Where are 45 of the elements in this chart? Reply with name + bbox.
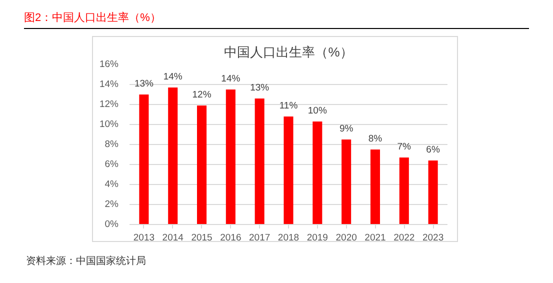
bar [139,94,149,224]
y-tick-label: 4% [104,179,120,190]
chart-title: 中国人口出生率（%） [224,44,353,60]
caption: 图2：中国人口出生率（%） [24,11,161,26]
text: 资料来源：中国国家统计局 [26,255,146,269]
data-label: 14% [221,74,241,84]
x-tick-label: 2013 [133,232,155,244]
bar [399,158,409,224]
x-tick-label: 2016 [220,232,242,244]
bar [312,122,322,224]
data-label: 10% [308,106,328,116]
y-tick-label: 16% [99,59,120,70]
data-label: 11% [279,100,298,112]
bar [254,98,264,224]
bar [428,160,438,224]
bar [342,140,352,224]
bar [168,88,178,224]
x-tick-label: 2017 [249,232,270,244]
x-tick-label: 2019 [306,232,328,244]
y-tick-label: 2% [104,199,120,210]
data-label: 12% [192,90,212,100]
y-tick-label: 14% [99,79,120,90]
data-label: 8% [368,134,383,144]
y-tick-label: 8% [104,139,120,150]
x-tick-label: 2015 [191,232,212,244]
y-tick-label: 10% [99,119,120,130]
x-tick-label: 2014 [162,232,184,244]
data-label: 14% [163,72,183,82]
x-tick-label: 2021 [364,232,386,244]
x-tick-label: 2023 [422,232,444,244]
y-tick-label: 12% [99,99,120,110]
data-label: 13% [134,78,154,90]
x-tick-label: 2018 [278,232,300,244]
data-label: 9% [339,124,354,134]
bar [197,106,207,224]
data-label: 13% [250,82,270,94]
bar [370,150,380,224]
data-label: 7% [397,142,412,152]
data-label: 6% [426,144,440,156]
bar [284,116,294,224]
x-tick-label: 2020 [336,232,357,244]
bar [226,90,236,224]
y-tick-label: 0% [104,219,120,230]
y-tick-label: 6% [104,159,120,170]
x-tick-label: 2022 [394,232,415,244]
